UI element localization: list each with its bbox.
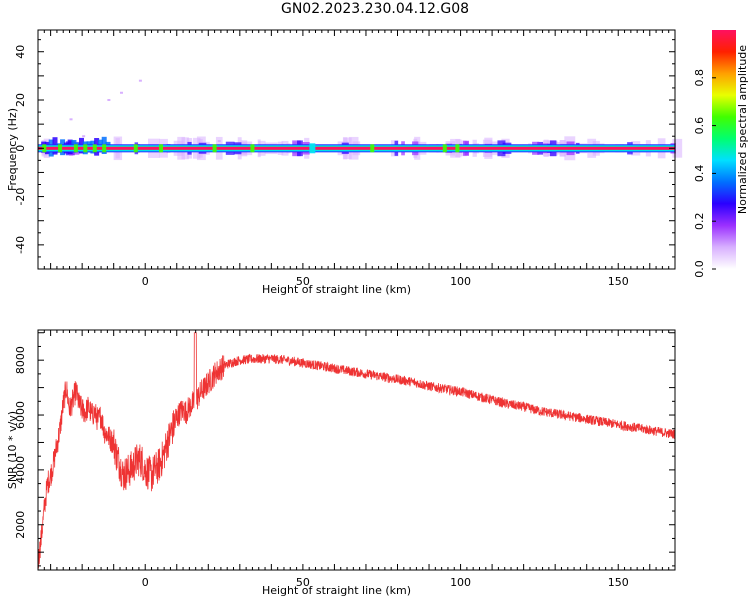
heatmap-fleck-cell — [102, 144, 107, 153]
x-tick-label: 0 — [142, 576, 149, 589]
x-tick-label: 150 — [608, 275, 629, 288]
colorbar-tick-label: 0.4 — [693, 165, 706, 183]
heatmap-ridge-peak — [38, 146, 675, 150]
heatmap-outlier-cell — [119, 91, 123, 94]
x-tick-label: 50 — [296, 576, 310, 589]
heatmap-fleck-cell — [92, 144, 97, 153]
heatmap-outlier-cell — [82, 135, 86, 138]
colorbar-label: Normalized spectral amplitude — [736, 45, 749, 214]
colorbar-tick-label: 0.6 — [693, 117, 706, 135]
heatmap-fleck-cell — [250, 144, 255, 153]
heatmap-outlier-cell — [217, 140, 221, 143]
figure-title: GN02.2023.230.04.12.G08 — [280, 1, 470, 17]
x-tick-label: 0 — [142, 275, 149, 288]
heatmap-fleck-cell — [309, 143, 316, 154]
y-tick-label: 0 — [14, 145, 27, 152]
snr-frame — [37, 329, 676, 571]
heatmap-outlier-cell — [69, 118, 73, 121]
heatmap-outlier-cell — [138, 79, 142, 82]
heatmap-fleck-cell — [133, 144, 138, 153]
heatmap-y-axis-label: Frequency (Hz) — [6, 108, 19, 191]
heatmap-outlier-cell — [107, 99, 111, 102]
heatmap-y-axis: -40 -20 0 20 40 — [14, 39, 675, 270]
y-tick-label: -20 — [14, 188, 27, 206]
colorbar-tick-label: 0.2 — [693, 212, 706, 230]
heatmap-fleck-cell — [212, 144, 217, 153]
heatmap-fleck-cell — [42, 144, 47, 153]
colorbar-gradient — [712, 30, 736, 269]
snr-series-line — [37, 332, 676, 569]
heatmap-fleck-cell — [83, 144, 88, 153]
y-tick-label: 4000 — [14, 456, 27, 484]
heatmap-fleck-cell — [370, 144, 375, 153]
x-tick-label: 150 — [608, 576, 629, 589]
x-axis: 0 50 100 150 — [37, 30, 676, 288]
x-tick-label: 100 — [450, 576, 471, 589]
snr-x-axis-label: Height of straight line (km) — [262, 584, 411, 597]
heatmap-fleck-cell — [442, 144, 447, 153]
y-tick-label: -40 — [14, 236, 27, 254]
x-tick-label: 100 — [450, 275, 471, 288]
snr-y-axis-label: SNR (10 * v/v) — [6, 411, 19, 489]
heatmap-fleck-cell — [58, 144, 63, 153]
y-tick-label: 20 — [14, 93, 27, 107]
colorbar-tick-label: 0.0 — [693, 260, 706, 278]
heatmap-fleck-cell — [73, 144, 78, 153]
heatmap-x-axis-label: Height of straight line (km) — [262, 283, 411, 296]
heatmap-frame — [37, 29, 676, 270]
x-tick-label: 50 — [296, 275, 310, 288]
colorbar: 0.0 0.2 0.4 0.6 0.8 Normalized spectral ampli… — [693, 30, 749, 278]
heatmap-fleck-cell — [455, 144, 460, 153]
y-tick-label: 6000 — [14, 401, 27, 429]
y-tick-label: 40 — [14, 45, 27, 59]
heatmap-halo-cell — [672, 138, 683, 158]
y-tick-label: 8000 — [14, 346, 27, 374]
colorbar-tick-label: 0.8 — [693, 69, 706, 87]
heatmap-panel — [37, 29, 683, 270]
snr-x-axis: 0 50 100 150 — [37, 330, 676, 589]
snr-background — [38, 330, 675, 570]
snr-y-axis: 2000 4000 6000 8000 — [14, 332, 675, 567]
snr-panel — [37, 329, 676, 571]
heatmap-fleck-cell — [158, 144, 163, 153]
y-tick-label: 2000 — [14, 511, 27, 539]
